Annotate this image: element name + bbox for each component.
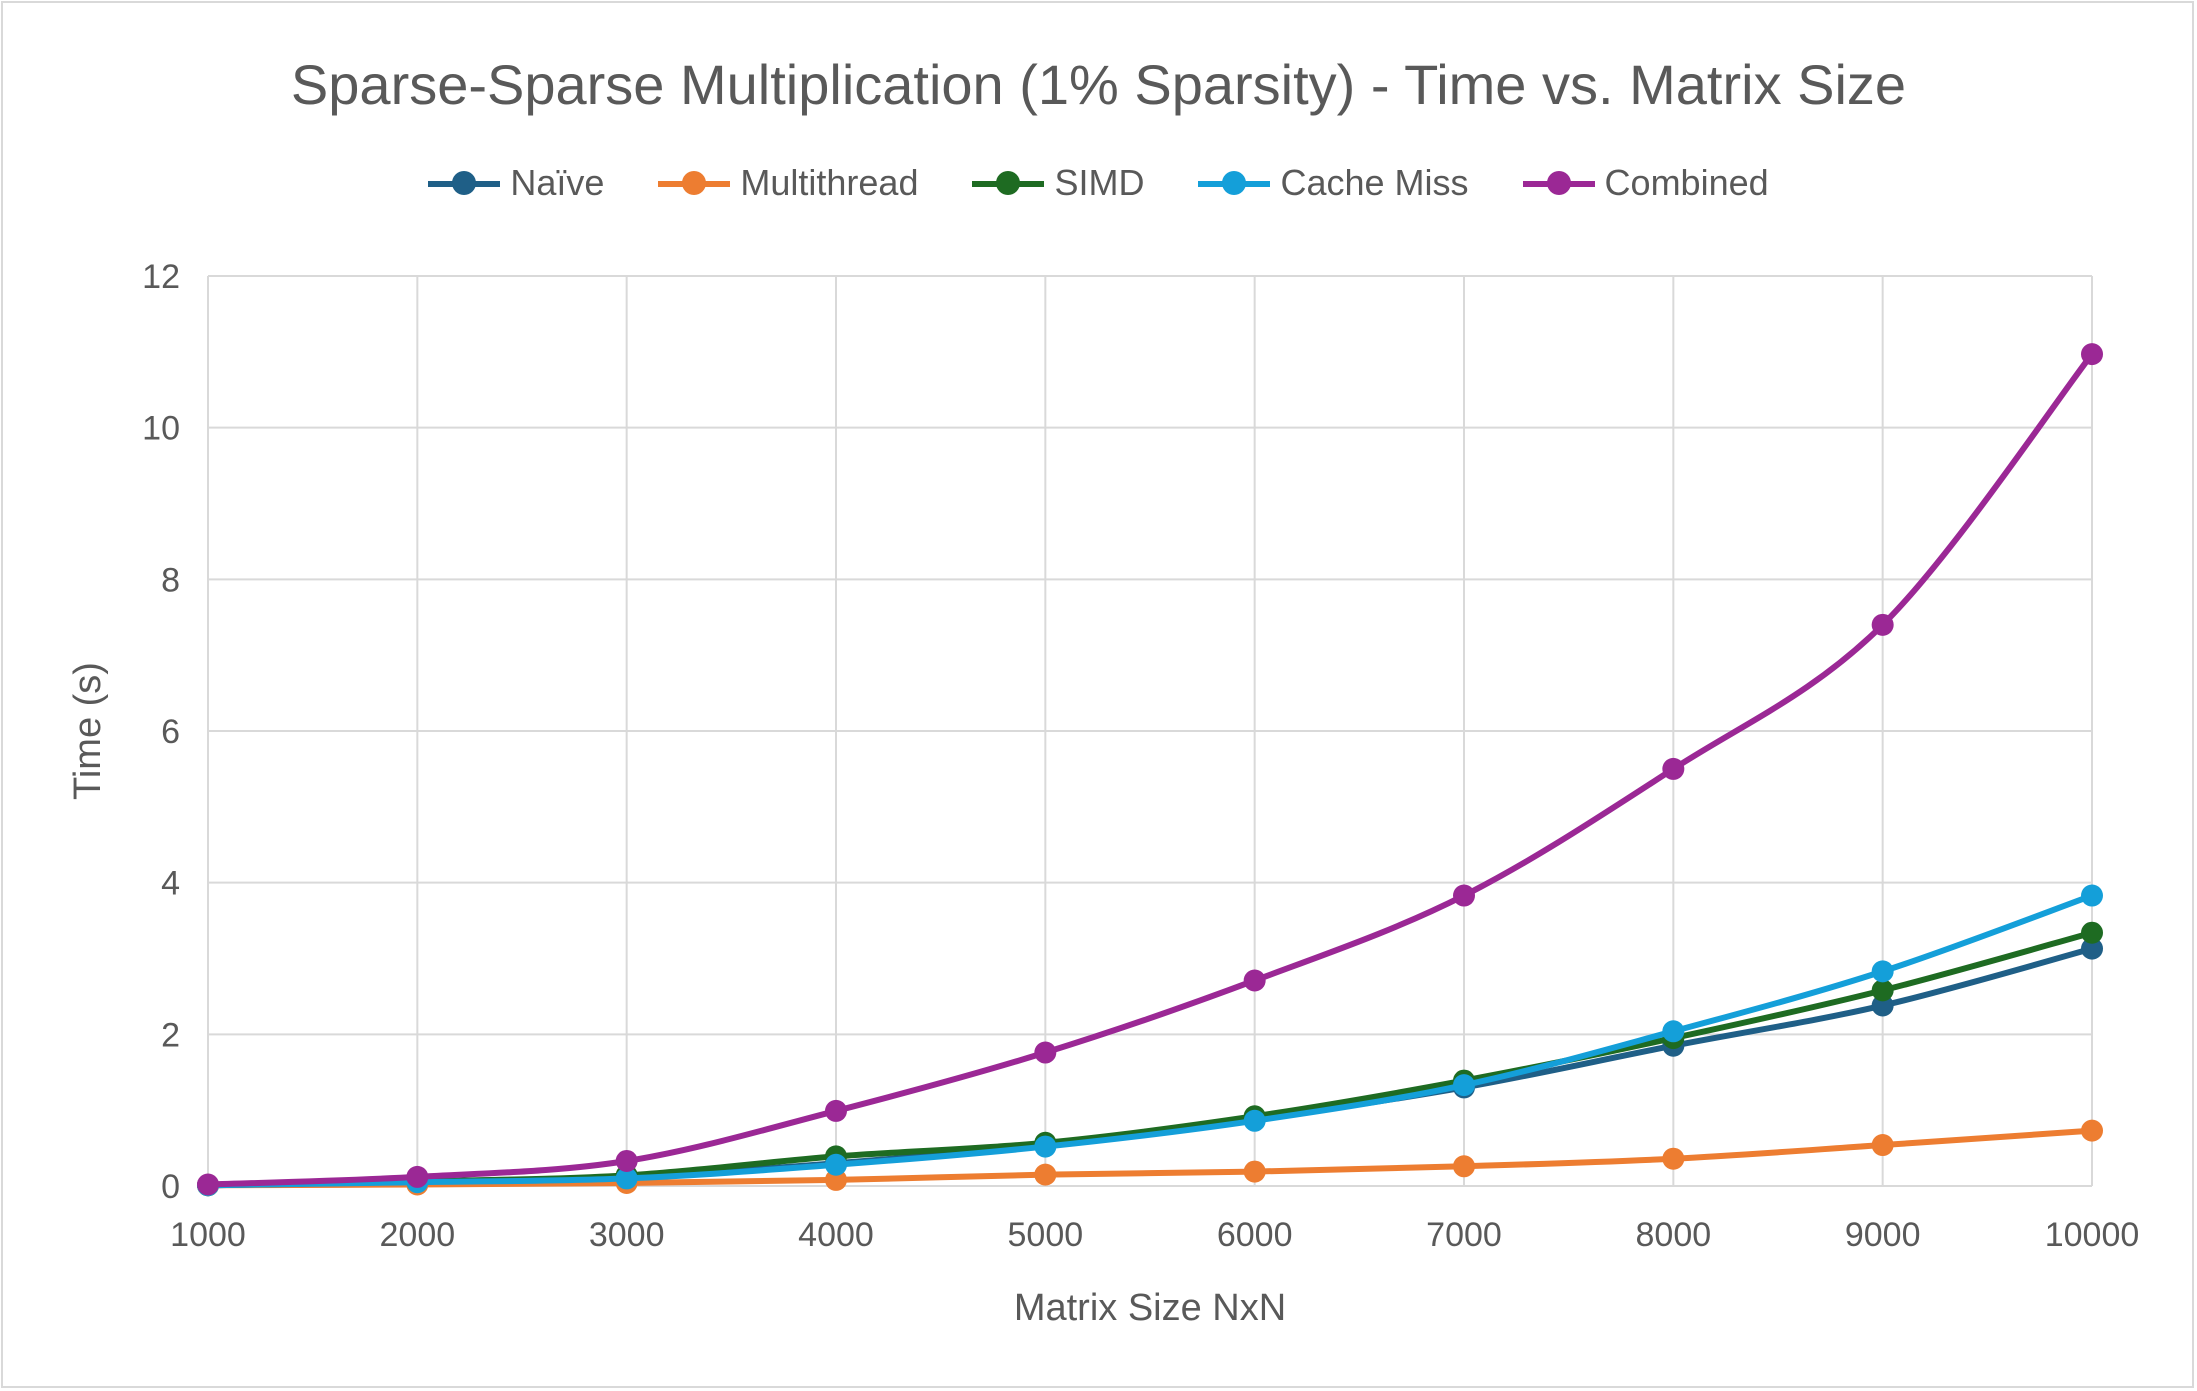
- legend-item-combined: Combined: [1522, 162, 1769, 204]
- legend-item-cache-miss: Cache Miss: [1198, 162, 1469, 204]
- legend-item-multithread: Multithread: [658, 162, 918, 204]
- y-tick-label: 0: [161, 1168, 180, 1206]
- legend-label: Multithread: [740, 162, 919, 203]
- data-point-cache-miss: [615, 1167, 638, 1190]
- data-point-multithread: [2081, 1119, 2103, 1142]
- legend-label: Cache Miss: [1280, 162, 1469, 203]
- data-point-cache-miss: [2081, 884, 2103, 907]
- legend-marker-icon: [658, 169, 731, 197]
- legend-item-na-ve: Naïve: [428, 162, 604, 204]
- x-tick-label: 4000: [798, 1216, 874, 1254]
- data-point-na-ve: [1871, 994, 1894, 1017]
- legend-item-simd: SIMD: [972, 162, 1144, 204]
- legend-marker-icon: [1198, 169, 1271, 197]
- data-point-multithread: [1662, 1147, 1685, 1170]
- data-point-cache-miss: [1453, 1074, 1475, 1097]
- x-tick-label: 8000: [1636, 1216, 1712, 1254]
- chart-legend: Naïve Multithread SIMD Cache Miss Combined: [0, 162, 2197, 204]
- y-tick-label: 4: [161, 865, 180, 903]
- series-line-combined: [207, 352, 2095, 1188]
- data-point-cache-miss: [825, 1153, 847, 1176]
- x-tick-label: 2000: [380, 1216, 456, 1254]
- x-tick-label: 3000: [589, 1216, 665, 1254]
- data-point-multithread: [825, 1168, 847, 1191]
- data-point-combined: [1453, 884, 1475, 907]
- data-point-multithread: [1034, 1163, 1057, 1186]
- data-point-combined: [1662, 757, 1685, 780]
- data-point-multithread: [1243, 1160, 1266, 1183]
- y-tick-label: 12: [142, 258, 180, 296]
- x-tick-label: 6000: [1217, 1216, 1293, 1254]
- data-point-combined: [2081, 343, 2103, 366]
- x-tick-label: 7000: [1426, 1216, 1502, 1254]
- data-point-combined: [1243, 969, 1266, 992]
- legend-marker-icon: [972, 169, 1045, 197]
- data-point-combined: [406, 1165, 429, 1188]
- y-tick-label: 6: [161, 713, 180, 751]
- y-tick-label: 2: [161, 1016, 180, 1054]
- chart-title: Sparse-Sparse Multiplication (1% Sparsit…: [290, 53, 1907, 116]
- legend-marker-icon: [1522, 169, 1595, 197]
- data-point-cache-miss: [1034, 1135, 1057, 1158]
- x-tick-label: 10000: [2045, 1216, 2140, 1254]
- data-point-simd: [1871, 979, 1894, 1002]
- series-line-cache-miss: [207, 892, 2094, 1189]
- y-tick-label: 10: [142, 410, 180, 448]
- data-point-cache-miss: [1662, 1020, 1685, 1043]
- data-point-multithread: [1871, 1134, 1894, 1157]
- data-point-combined: [615, 1149, 638, 1172]
- data-point-cache-miss: [1871, 960, 1894, 983]
- data-point-combined: [1034, 1041, 1057, 1064]
- x-tick-label: 9000: [1845, 1216, 1921, 1254]
- legend-label: Naïve: [510, 162, 605, 203]
- x-tick-label: 1000: [170, 1216, 246, 1254]
- legend-marker-icon: [428, 169, 501, 197]
- data-point-combined: [197, 1173, 219, 1196]
- data-point-multithread: [1453, 1155, 1475, 1178]
- data-point-cache-miss: [1243, 1109, 1266, 1132]
- x-tick-label: 5000: [1008, 1216, 1084, 1254]
- data-point-combined: [825, 1099, 847, 1122]
- legend-label: SIMD: [1054, 162, 1145, 203]
- data-point-na-ve: [2081, 937, 2103, 960]
- legend-label: Combined: [1604, 162, 1769, 203]
- data-point-simd: [2081, 921, 2103, 944]
- data-point-combined: [1871, 613, 1894, 636]
- y-tick-label: 8: [161, 561, 180, 599]
- x-axis-title: Matrix Size NxN: [1014, 1287, 1286, 1329]
- y-axis-title: Time (s): [67, 662, 109, 800]
